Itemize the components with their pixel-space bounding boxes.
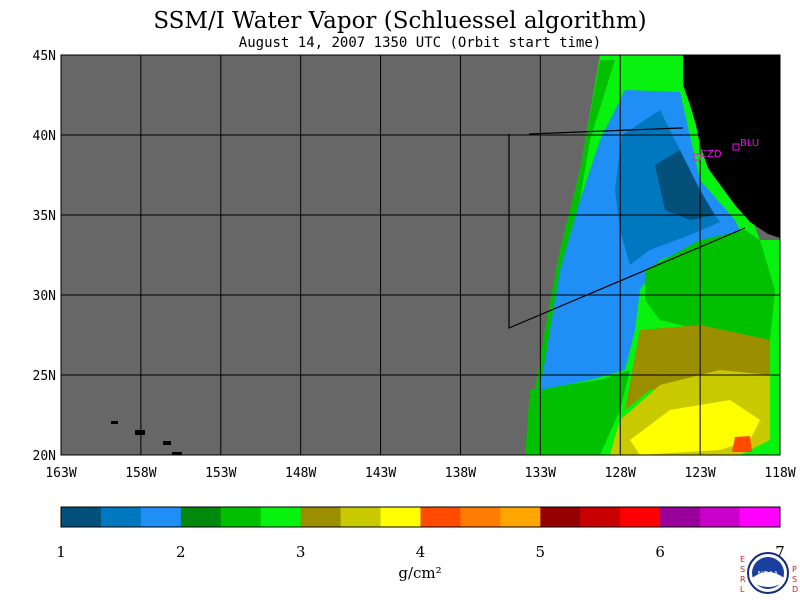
colorbar-tick-labels: 1 2 3 4 5 6 7 bbox=[56, 543, 785, 561]
colorbar-swatch bbox=[460, 507, 501, 527]
colorbar bbox=[61, 507, 781, 527]
longitude-label: 163W bbox=[45, 466, 76, 481]
map-frame bbox=[60, 54, 781, 456]
colorbar-frame bbox=[60, 506, 781, 528]
colorbar-unit-label: g/cm² bbox=[398, 564, 441, 582]
longitude-label: 118W bbox=[764, 466, 795, 481]
longitude-label: 138W bbox=[445, 466, 476, 481]
colorbar-tick-label: 4 bbox=[416, 543, 426, 561]
longitude-labels: 163W 158W 153W 148W 143W 138W 133W 128W 123W 118W bbox=[45, 466, 795, 481]
colorbar-swatch bbox=[220, 507, 262, 527]
longitude-label: 158W bbox=[125, 466, 156, 481]
colorbar-swatch bbox=[500, 507, 541, 527]
colorbar-swatch bbox=[380, 507, 421, 527]
latitude-labels: 45N 40N 35N 30N 25N 20N bbox=[33, 49, 56, 464]
colorbar-tick-label: 7 bbox=[775, 543, 785, 561]
longitude-label: 148W bbox=[285, 466, 316, 481]
land-mass bbox=[683, 55, 780, 238]
swath-boundary-west bbox=[508, 134, 746, 329]
swath-olive bbox=[625, 325, 770, 410]
swath-green-east bbox=[645, 230, 775, 340]
colorbar-tick-label: 2 bbox=[176, 543, 186, 561]
site-label-blu: BLU bbox=[740, 138, 759, 149]
graticule bbox=[61, 55, 780, 455]
colorbar-swatch bbox=[300, 507, 342, 527]
latitude-label: 40N bbox=[33, 129, 56, 144]
site-marker-czd: CZD bbox=[693, 149, 722, 161]
longitude-label: 133W bbox=[525, 466, 556, 481]
colorbar-swatch bbox=[180, 507, 222, 527]
latitude-label: 35N bbox=[33, 209, 56, 224]
longitude-label: 143W bbox=[365, 466, 396, 481]
longitude-label: 123W bbox=[684, 466, 715, 481]
swath-boundary bbox=[528, 127, 683, 135]
swath-green-dark-south bbox=[525, 370, 630, 455]
colorbar-swatch bbox=[660, 507, 701, 527]
colorbar-swatch bbox=[420, 507, 461, 527]
noaa-logo-text: NOAA bbox=[758, 570, 779, 578]
colorbar-swatch bbox=[580, 507, 621, 527]
map-subtitle: August 14, 2007 1350 UTC (Orbit start ti… bbox=[238, 35, 602, 51]
latitude-label: 30N bbox=[33, 289, 56, 304]
colorbar-tick-label: 6 bbox=[655, 543, 665, 561]
colorbar-swatch bbox=[700, 507, 741, 527]
colorbar-swatch bbox=[340, 507, 382, 527]
site-label-czd: CZD bbox=[700, 149, 722, 160]
longitude-label: 153W bbox=[205, 466, 236, 481]
latitude-label: 20N bbox=[33, 449, 56, 464]
latitude-label: 45N bbox=[33, 49, 56, 64]
colorbar-tick-label: 3 bbox=[296, 543, 306, 561]
swath-layer bbox=[111, 55, 780, 455]
swath-yellow bbox=[630, 400, 760, 455]
longitude-label: 128W bbox=[605, 466, 636, 481]
colorbar-swatch bbox=[740, 507, 781, 527]
site-marker-blu: BLU bbox=[732, 138, 759, 151]
colorbar-swatch bbox=[260, 507, 302, 527]
colorbar-tick-label: 1 bbox=[56, 543, 66, 561]
colorbar-swatch bbox=[61, 507, 102, 527]
hawaiian-islands bbox=[111, 421, 182, 455]
colorbar-swatch bbox=[100, 507, 142, 527]
map-title: SSM/I Water Vapor (Schluessel algorithm) bbox=[153, 8, 647, 34]
colorbar-swatch bbox=[540, 507, 581, 527]
swath-orange bbox=[732, 436, 752, 452]
latitude-label: 25N bbox=[33, 369, 56, 384]
colorbar-swatch bbox=[140, 507, 182, 527]
colorbar-tick-label: 5 bbox=[536, 543, 546, 561]
colorbar-swatch bbox=[620, 507, 661, 527]
